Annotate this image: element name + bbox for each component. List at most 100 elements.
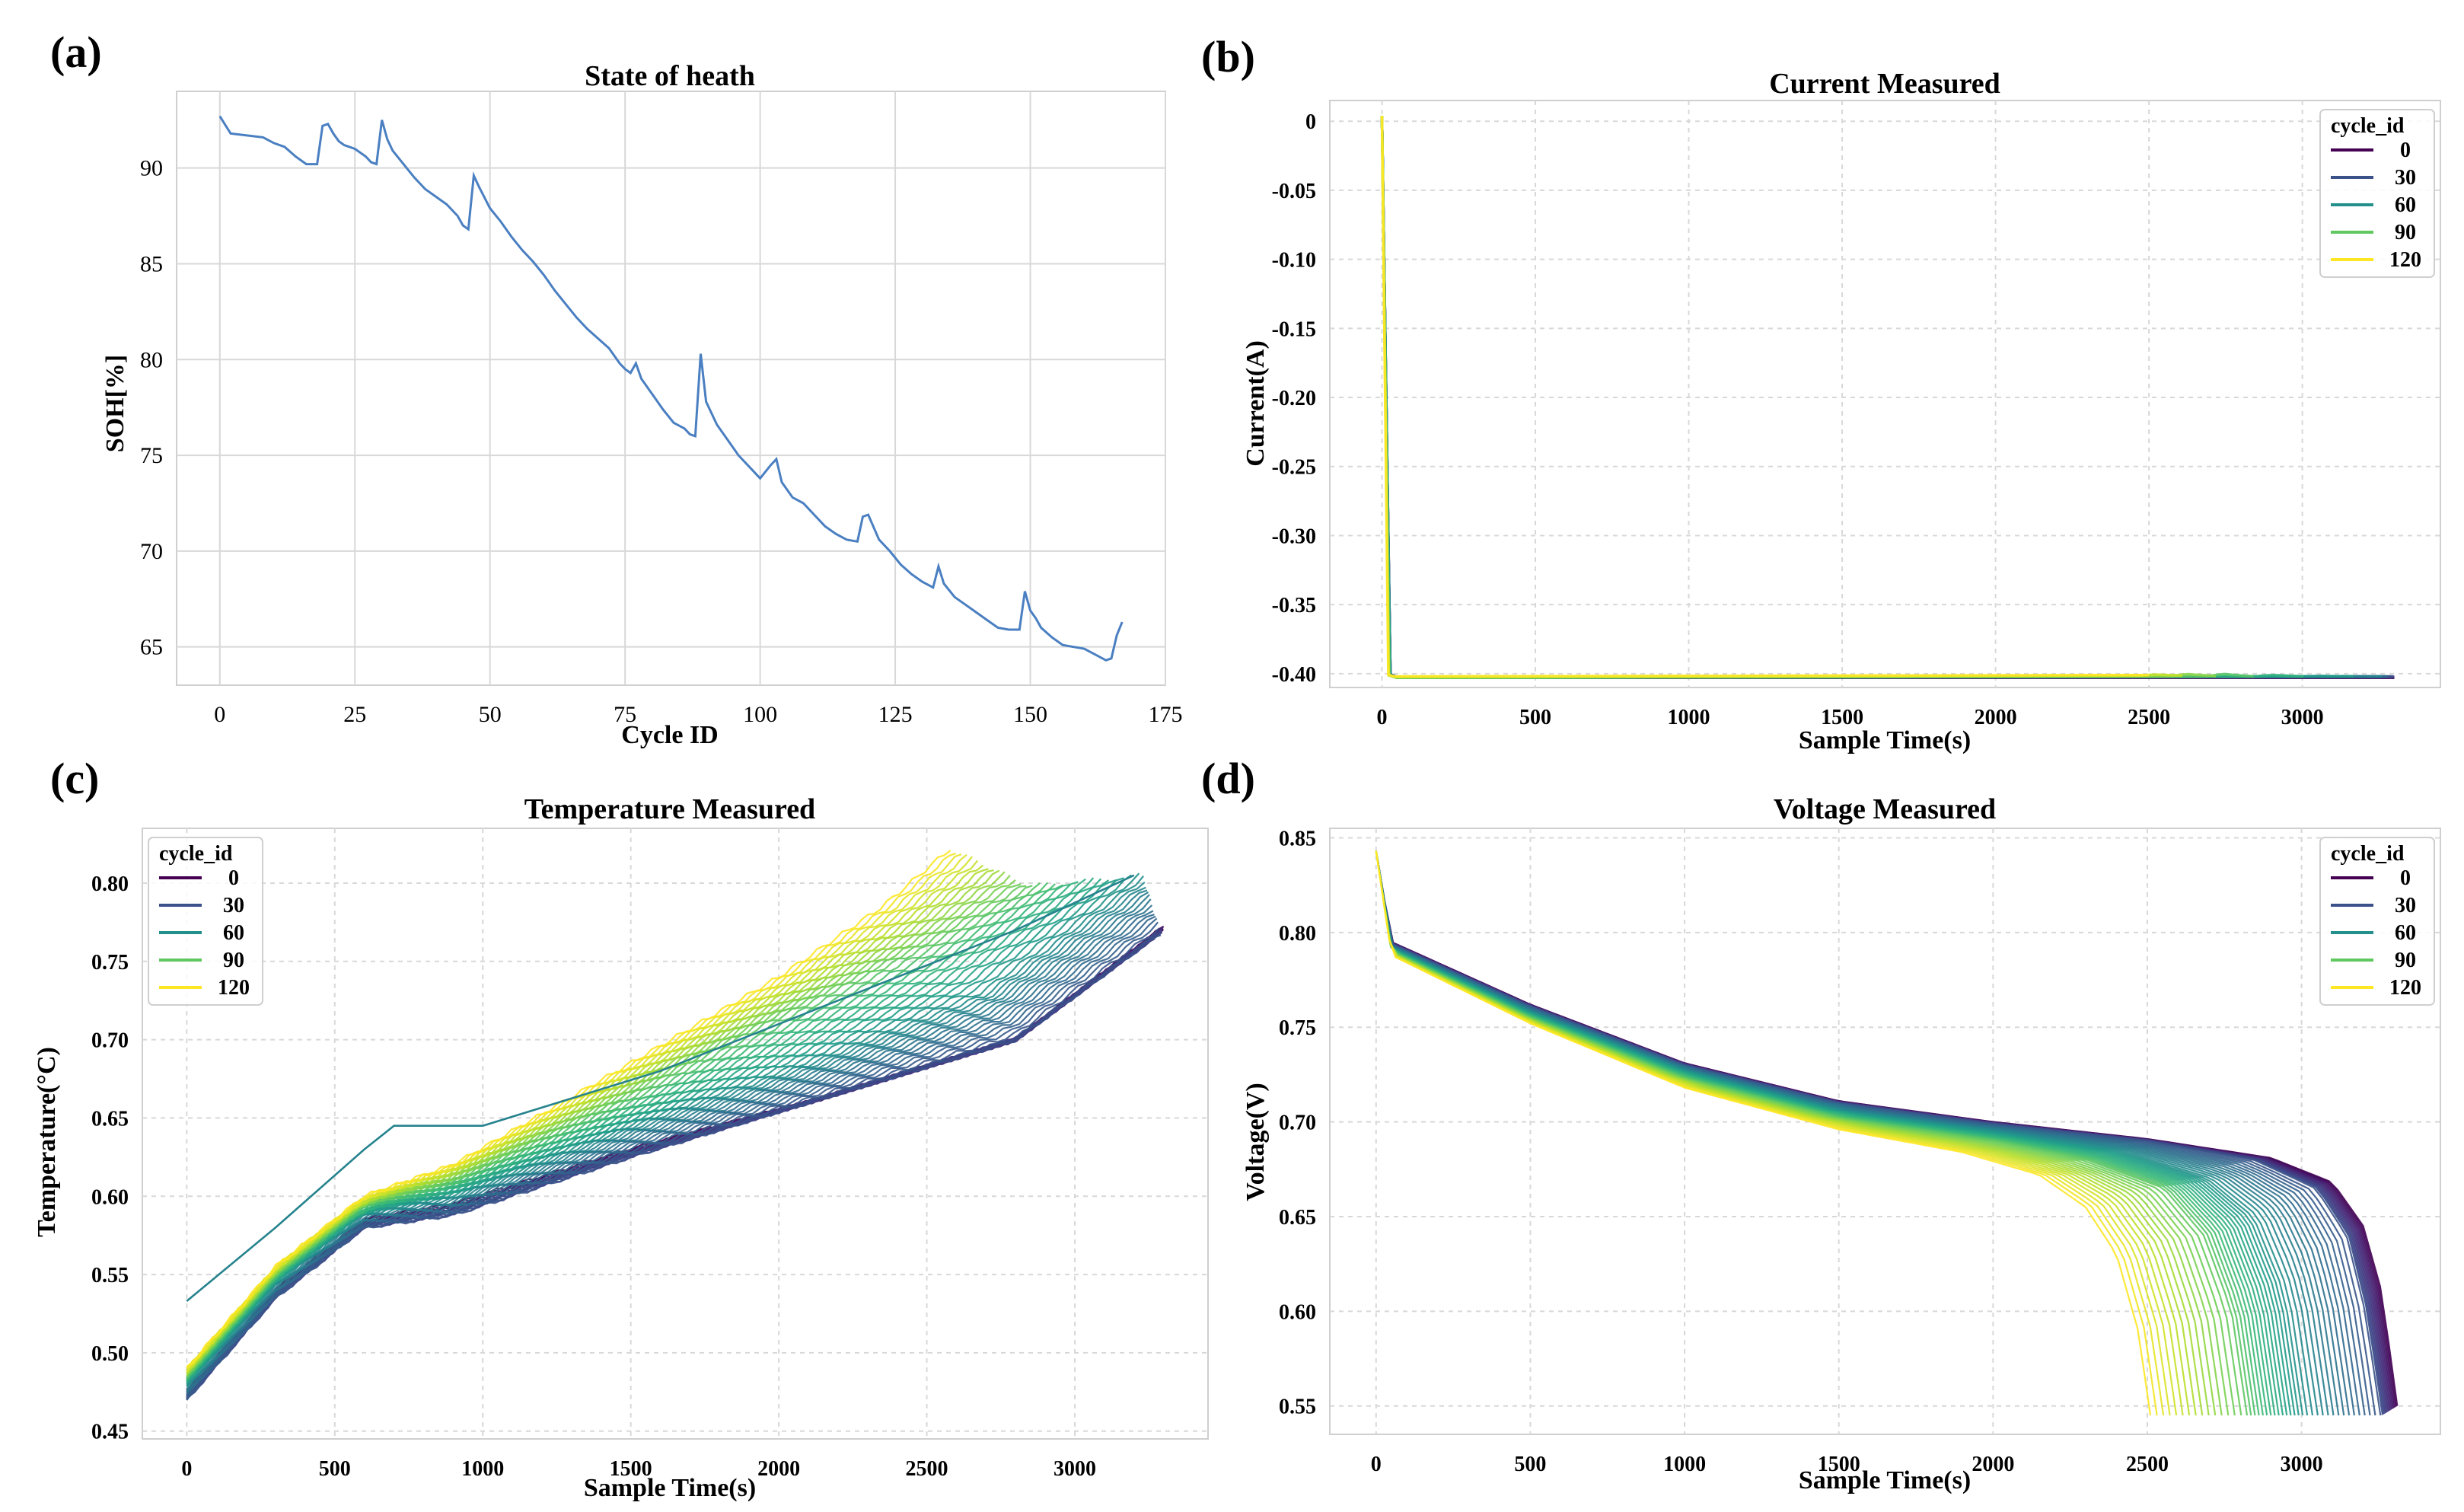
chart-b-xtick-label: 500 [1519,706,1551,729]
chart-b-plot-area: 0 500 1000 1500 2000 2500 3000 0 -0.05 -0.10 -0.15… [1272,100,2441,729]
chart-d-xtick-label: 0 [1371,1453,1382,1476]
chart-d-legend-entry: 60 [2395,921,2416,945]
chart-b-legend-entry: 0 [2400,139,2411,162]
chart-c-legend-entry: 0 [228,866,239,890]
chart-d-xtick-label: 2000 [1972,1453,2014,1476]
chart-d-ylabel: Voltage(V) [1242,1083,1270,1201]
chart-c-cycle-curve [186,864,984,1372]
chart-a-ytick-label: 90 [140,156,163,181]
panel-a-soh-chart: (a) State of heath Cycle ID SOH[%] 0 25 50… [50,27,1183,749]
chart-c-cycle-curve [186,904,1153,1393]
chart-b-title: Current Measured [1769,68,2000,100]
chart-b-xtick-label: 3000 [2281,706,2324,729]
chart-b-xtick-label: 1500 [1821,706,1863,729]
chart-d-xtick-label: 1000 [1663,1453,1706,1476]
chart-b-frame [1329,100,2441,688]
chart-a-xtick-label: 25 [343,702,366,727]
chart-b-legend-entry: 30 [2395,166,2416,190]
chart-b-legend-entry: 120 [2389,248,2421,272]
chart-d-ytick-label: 0.80 [1279,922,1316,946]
chart-d-legend-entry: 120 [2389,976,2421,1000]
chart-b-xtick-label: 2000 [1975,706,2017,729]
panel-a-label: (a) [50,27,102,77]
chart-b-ytick-label: -0.20 [1272,387,1316,410]
chart-a-xtick-label: 150 [1013,702,1047,727]
chart-b-legend-entry: 90 [2395,221,2416,244]
chart-d-xtick-label: 1500 [1818,1453,1860,1476]
chart-b-xlabel: Sample Time(s) [1799,726,1971,754]
chart-c-xtick-label: 0 [181,1457,192,1481]
chart-b-ylabel: Current(A) [1242,340,1270,467]
chart-a-xtick-label: 100 [743,702,777,727]
chart-b-xtick-label: 0 [1377,706,1388,729]
chart-d-ytick-label: 0.75 [1279,1016,1316,1040]
chart-c-ytick-label: 0.80 [91,872,129,896]
chart-c-legend-entry: 60 [223,921,244,945]
chart-c-ylabel: Temperature(°C) [33,1047,61,1237]
chart-d-ytick-label: 0.55 [1279,1396,1316,1419]
chart-c-ytick-label: 0.75 [91,951,129,975]
chart-d-xtick-label: 2500 [2126,1453,2169,1476]
chart-d-legend-title: cycle_id [2331,842,2405,866]
chart-c-cycle-curve [186,910,1154,1392]
panel-c-label: (c) [50,754,99,803]
chart-b-ytick-label: -0.15 [1272,317,1316,341]
panel-d-label: (d) [1201,754,1255,803]
chart-a-ytick-label: 70 [140,539,163,564]
panel-b-current-chart: (b) Current Measured Sample Time(s) Curr… [1201,32,2441,754]
chart-c-legend-title: cycle_id [159,842,233,866]
chart-c-title: Temperature Measured [524,793,815,825]
chart-d-xlabel: Sample Time(s) [1799,1466,1971,1494]
chart-b-cycle-curve [1380,115,2150,678]
chart-b-ytick-label: 0 [1305,110,1316,134]
panel-c-temperature-chart: (c) Temperature Measured Sample Time(s) … [33,754,1209,1502]
chart-c-cycle-curve [186,884,1063,1378]
panel-b-label: (b) [1201,32,1255,81]
chart-d-ytick-label: 0.70 [1279,1112,1316,1135]
chart-a-ytick-label: 75 [140,443,163,468]
chart-c-legend-entry: 30 [223,894,244,917]
chart-c-ytick-label: 0.45 [91,1421,129,1444]
chart-b-legend-title: cycle_id [2331,114,2405,138]
chart-a-xtick-label: 125 [878,702,913,727]
chart-a-xtick-label: 175 [1149,702,1183,727]
chart-b-ytick-label: -0.05 [1272,180,1316,203]
chart-a-frame [176,91,1166,686]
chart-b-ytick-label: -0.40 [1272,663,1316,687]
chart-b-xtick-label: 1000 [1668,706,1710,729]
chart-d-ytick-label: 0.65 [1279,1206,1316,1230]
chart-c-ytick-label: 0.65 [91,1107,129,1131]
chart-d-ytick-label: 0.85 [1279,827,1316,850]
chart-a-ytick-label: 80 [140,347,163,372]
chart-c-legend-entry: 120 [218,976,250,1000]
chart-b-ytick-label: -0.25 [1272,456,1316,480]
chart-c-ytick-label: 0.50 [91,1342,129,1366]
chart-c-ytick-label: 0.70 [91,1029,129,1053]
chart-d-legend-entry: 90 [2395,949,2416,972]
chart-c-xtick-label: 1000 [461,1457,504,1481]
chart-a-plot-area: 0 25 50 75 100 125 150 175 65 70 75 80 85 90 [140,91,1183,727]
soh-series-line [218,115,1124,662]
chart-d-cycle-curve [1375,850,2152,1416]
chart-a-xtick-label: 0 [214,702,225,727]
chart-c-xtick-label: 2000 [757,1457,800,1481]
chart-a-ylabel: SOH[%] [101,355,129,452]
chart-a-ytick-label: 85 [140,251,163,276]
chart-b-legend-entry: 60 [2395,193,2416,217]
chart-c-cycle-curve [186,850,951,1368]
chart-d-xtick-label: 500 [1514,1453,1546,1476]
chart-b-ytick-label: -0.30 [1272,525,1316,548]
chart-c-cycle-curve [186,879,1016,1376]
chart-d-ytick-label: 0.60 [1279,1300,1316,1324]
chart-b-ytick-label: -0.35 [1272,594,1316,617]
chart-a-xtick-label: 50 [479,702,502,727]
chart-d-legend-entry: 0 [2400,866,2411,890]
chart-b-xtick-label: 2500 [2128,706,2170,729]
chart-c-ytick-label: 0.55 [91,1264,129,1287]
chart-c-cycle-curve [186,927,1160,1400]
chart-c-cycle-curve [186,881,1146,1386]
chart-c-xtick-label: 500 [319,1457,351,1481]
chart-d-legend-entry: 30 [2395,894,2416,917]
chart-b-ytick-label: -0.10 [1272,249,1316,273]
